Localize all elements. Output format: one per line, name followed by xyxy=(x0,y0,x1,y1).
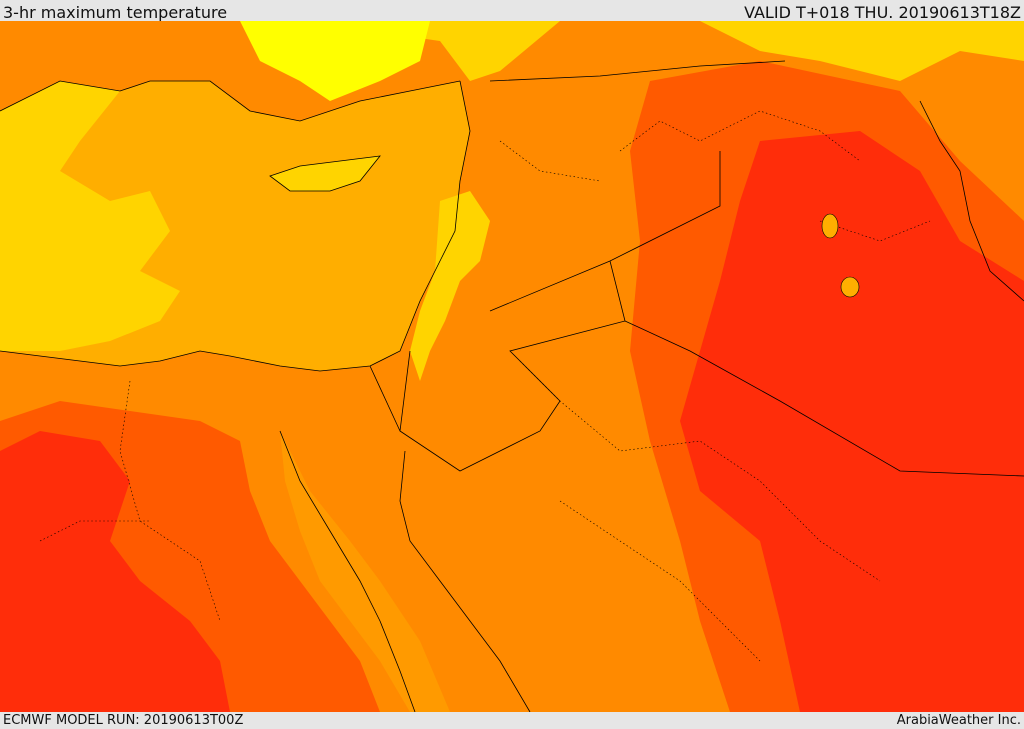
zone-coolest-north xyxy=(240,21,430,101)
west-sea-cool-zone xyxy=(0,81,180,351)
map-title: 3-hr maximum temperature xyxy=(3,3,228,21)
credit-label: ArabiaWeather Inc. xyxy=(896,713,1021,728)
coastline-red-sea-west xyxy=(279,430,416,712)
coastline-red-sea-east xyxy=(399,450,531,712)
map-header: 3-hr maximum temperature VALID T+018 THU… xyxy=(0,0,1024,21)
zone-hottest-southwest xyxy=(0,431,230,712)
valid-time-label: VALID T+018 THU. 20190613T18Z xyxy=(744,3,1021,21)
coastline-europe xyxy=(0,80,461,122)
coastline-mediterranean xyxy=(0,80,471,372)
model-run-label: ECMWF MODEL RUN: 20190613T00Z xyxy=(3,713,244,728)
lake-razzaza xyxy=(840,276,860,298)
coastline-persian-gulf xyxy=(919,100,1024,302)
zone-hottest-east xyxy=(680,131,1024,712)
map-footer: ECMWF MODEL RUN: 20190613T00Z ArabiaWeat… xyxy=(0,712,1024,729)
lake-tharthar xyxy=(821,213,839,239)
zone-cool-north xyxy=(0,21,1024,81)
levant-cool-strip xyxy=(410,191,490,381)
province-lines xyxy=(39,110,931,662)
red-sea-zone xyxy=(280,431,450,712)
temperature-map xyxy=(0,21,1024,712)
cyprus-island xyxy=(269,155,381,192)
